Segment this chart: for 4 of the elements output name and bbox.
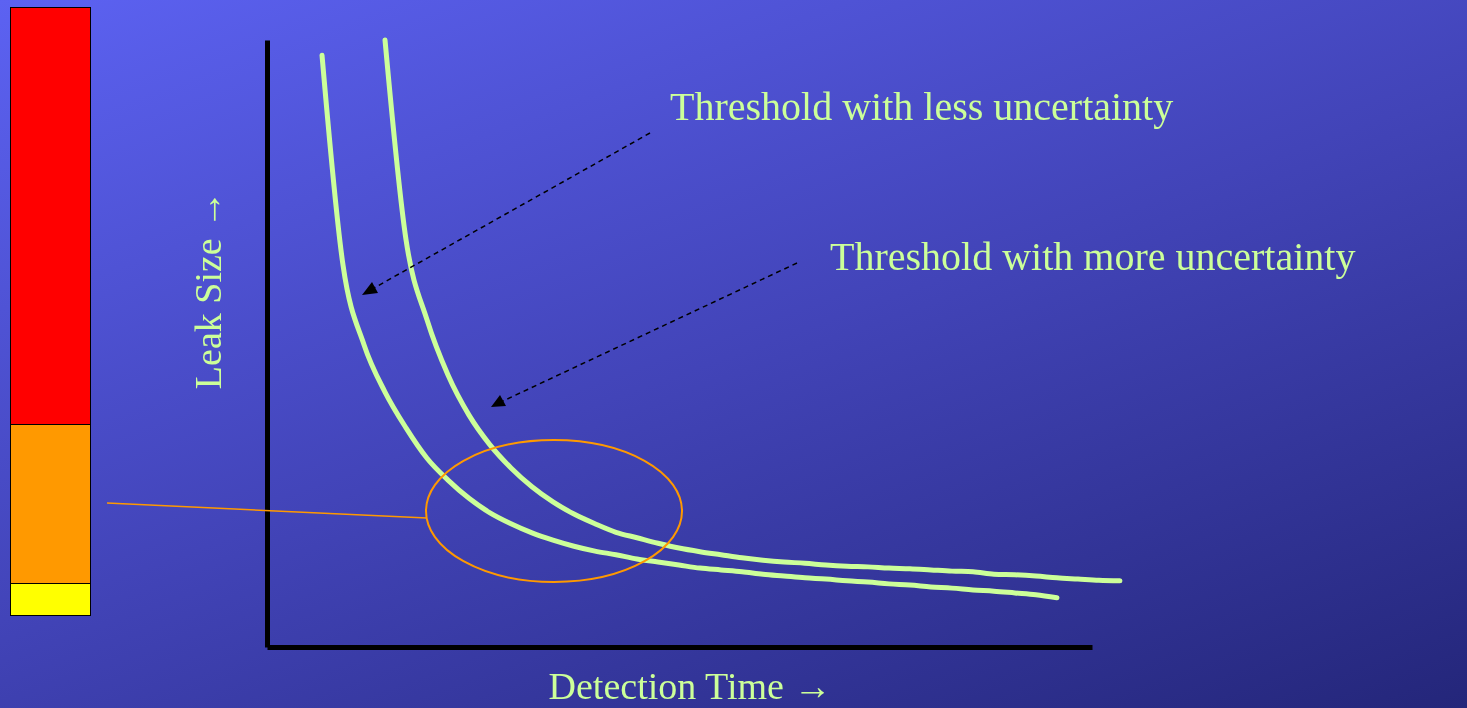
y-axis-title: Leak Size → <box>187 190 229 390</box>
annotation: Threshold with less uncertainty <box>670 84 1174 129</box>
x-axis-title: Detection Time → <box>548 665 832 707</box>
annotation: Threshold with more uncertainty <box>830 234 1356 279</box>
